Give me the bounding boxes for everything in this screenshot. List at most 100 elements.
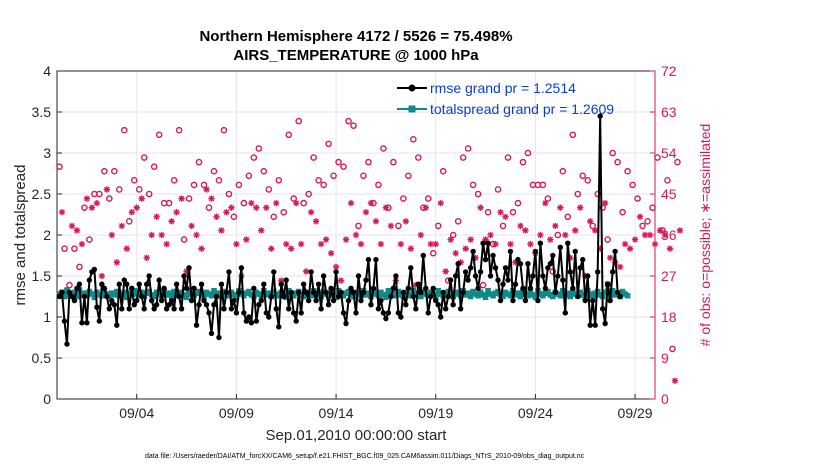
obs-assimilated-point <box>572 227 579 234</box>
totalspread-point <box>114 288 120 295</box>
obs-possible-point <box>150 163 158 170</box>
obs-assimilated-point <box>641 231 649 239</box>
obs-possible-point <box>250 154 258 161</box>
obs-possible-point <box>290 195 298 202</box>
obs-possible-point <box>574 190 582 198</box>
rmse-point <box>188 297 195 304</box>
obs-assimilated-point <box>203 186 210 193</box>
obs-possible-point <box>619 208 626 216</box>
rmse-point <box>470 248 476 255</box>
y-tick-left-label: 1.5 <box>32 268 52 284</box>
obs-assimilated-point <box>527 240 534 248</box>
obs-possible-point <box>170 177 178 184</box>
obs-assimilated-point <box>198 245 205 252</box>
obs-possible-point <box>175 126 183 134</box>
rmse-point <box>599 306 606 312</box>
rmse-point <box>71 297 78 304</box>
obs-possible-point <box>539 181 547 189</box>
y-tick-left-label: 3.5 <box>32 104 52 120</box>
rmse-point <box>604 281 611 287</box>
rmse-point <box>552 289 559 296</box>
obs-assimilated-point <box>283 240 290 248</box>
rmse-point <box>216 334 222 341</box>
obs-possible-point <box>245 172 253 180</box>
obs-assimilated-point <box>487 231 494 239</box>
rmse-point <box>121 277 127 283</box>
obs-assimilated-point <box>273 199 280 207</box>
obs-possible-point <box>609 149 616 157</box>
rmse-point <box>116 281 122 287</box>
rmse-point <box>243 318 250 324</box>
obs-assimilated-point <box>587 218 594 225</box>
obs-possible-point <box>180 236 188 243</box>
rmse-point <box>278 281 284 287</box>
rmse-point <box>315 281 322 287</box>
obs-possible-point <box>544 195 552 202</box>
rmse-point <box>475 285 481 291</box>
obs-possible-point <box>464 145 472 152</box>
rmse-point <box>335 293 342 300</box>
obs-assimilated-point <box>646 231 654 239</box>
obs-possible-point <box>235 181 243 189</box>
obs-possible-point <box>300 199 307 207</box>
grid <box>57 71 655 399</box>
obs-assimilated-point <box>447 236 454 243</box>
obs-assimilated-point <box>322 236 330 243</box>
obs-possible-point <box>624 167 631 175</box>
obs-assimilated-point <box>88 204 96 211</box>
rmse-point <box>594 269 601 275</box>
obs-possible-point <box>315 177 322 184</box>
totalspread-point <box>216 290 222 297</box>
rmse-point <box>555 273 561 279</box>
rmse-point <box>495 277 501 283</box>
rmse-point <box>585 273 591 279</box>
obs-possible-point <box>400 195 407 202</box>
obs-possible-point <box>569 131 577 139</box>
obs-possible-point <box>494 186 502 193</box>
rmse-point <box>467 265 474 271</box>
obs-possible-point <box>130 177 138 184</box>
rmse-point <box>148 297 155 304</box>
rmse-point <box>163 306 170 312</box>
rmse-point <box>597 113 603 119</box>
obs-possible-point <box>215 177 223 184</box>
rmse-point <box>96 318 103 324</box>
series-obs-assimilated <box>58 186 684 384</box>
totalspread-point <box>545 288 551 295</box>
rmse-point <box>512 281 519 287</box>
obs-assimilated-point <box>332 263 340 271</box>
obs-assimilated-point <box>636 213 644 220</box>
rmse-point <box>505 277 511 283</box>
obs-possible-point <box>71 245 78 252</box>
rmse-point <box>114 322 120 328</box>
obs-possible-point <box>674 158 681 166</box>
obs-assimilated-point <box>537 231 544 239</box>
obs-possible-point <box>285 131 293 139</box>
obs-assimilated-point <box>293 199 300 207</box>
obs-assimilated-point <box>387 222 395 230</box>
rmse-point <box>286 306 292 312</box>
totalspread-point <box>196 288 202 295</box>
rmse-point <box>440 289 446 296</box>
rmse-point <box>178 306 185 312</box>
obs-assimilated-point <box>502 213 509 220</box>
rmse-point <box>502 265 509 271</box>
rmse-point <box>413 306 419 312</box>
y-tick-left-label: 3 <box>43 145 51 161</box>
rmse-point <box>375 306 382 312</box>
totalspread-point <box>435 287 442 294</box>
totalspread-point <box>602 289 608 296</box>
obs-assimilated-point <box>512 259 519 266</box>
x-axis: 09/04 09/09 09/14 09/19 09/24 09/29 <box>119 394 653 421</box>
rmse-point <box>482 256 489 263</box>
obs-possible-point <box>66 281 73 289</box>
obs-possible-point <box>185 195 193 202</box>
rmse-point <box>79 320 85 326</box>
obs-assimilated-point <box>432 240 439 248</box>
obs-assimilated-point <box>73 227 81 234</box>
rmse-point <box>141 306 147 312</box>
rmse-point <box>305 297 312 304</box>
rmse-point <box>129 285 135 291</box>
obs-possible-point <box>654 154 661 161</box>
rmse-point <box>378 297 384 304</box>
